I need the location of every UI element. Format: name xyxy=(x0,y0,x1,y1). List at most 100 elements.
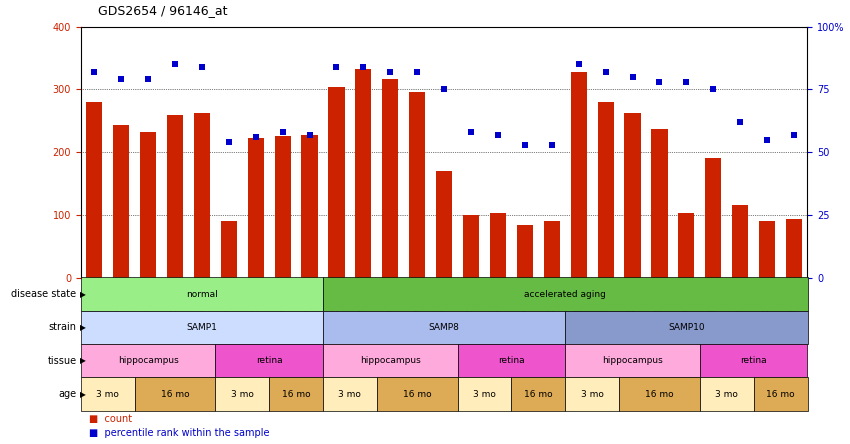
Point xyxy=(275,128,289,135)
Bar xyxy=(625,113,641,278)
Point xyxy=(653,78,666,85)
Point xyxy=(88,68,101,75)
Text: tissue: tissue xyxy=(48,356,76,366)
Text: 3 mo: 3 mo xyxy=(716,389,738,399)
Bar xyxy=(355,69,371,278)
Text: retina: retina xyxy=(498,356,524,365)
Bar xyxy=(463,215,479,278)
Bar xyxy=(302,135,318,278)
Bar xyxy=(81,311,323,344)
Text: ▶: ▶ xyxy=(80,356,86,365)
Point xyxy=(706,86,720,93)
Bar xyxy=(323,311,565,344)
Text: 16 mo: 16 mo xyxy=(766,389,795,399)
Bar xyxy=(598,102,614,278)
Bar xyxy=(786,219,802,278)
Bar xyxy=(544,221,560,278)
Bar xyxy=(328,87,344,278)
Point xyxy=(464,128,478,135)
Bar xyxy=(678,213,694,278)
Bar xyxy=(167,115,183,278)
Bar xyxy=(269,377,323,411)
Bar xyxy=(194,113,210,278)
Text: disease state: disease state xyxy=(11,289,76,299)
Bar xyxy=(86,102,102,278)
Text: strain: strain xyxy=(48,322,76,333)
Text: age: age xyxy=(59,389,76,399)
Point xyxy=(222,139,235,146)
Point xyxy=(383,68,397,75)
Bar xyxy=(759,221,775,278)
Point xyxy=(303,131,316,138)
Point xyxy=(679,78,693,85)
Bar xyxy=(377,377,457,411)
Text: ▶: ▶ xyxy=(80,289,86,299)
Bar xyxy=(517,226,533,278)
Text: hippocampus: hippocampus xyxy=(360,356,421,365)
Point xyxy=(114,76,128,83)
Bar xyxy=(651,130,667,278)
Point xyxy=(734,119,747,126)
Bar xyxy=(81,344,215,377)
Text: ▶: ▶ xyxy=(80,389,86,399)
Bar xyxy=(247,138,264,278)
Text: accelerated aging: accelerated aging xyxy=(524,289,606,299)
Bar xyxy=(140,132,156,278)
Text: GDS2654 / 96146_at: GDS2654 / 96146_at xyxy=(98,4,227,17)
Point xyxy=(545,141,558,148)
Text: 16 mo: 16 mo xyxy=(524,389,552,399)
Bar xyxy=(565,377,619,411)
Bar xyxy=(706,158,722,278)
Bar xyxy=(700,377,754,411)
Text: 3 mo: 3 mo xyxy=(96,389,119,399)
Point xyxy=(195,63,208,70)
Text: ■  percentile rank within the sample: ■ percentile rank within the sample xyxy=(89,428,269,438)
Bar xyxy=(113,125,129,278)
Text: 3 mo: 3 mo xyxy=(581,389,604,399)
Point xyxy=(411,68,424,75)
Bar xyxy=(323,278,808,311)
Bar xyxy=(323,344,457,377)
Bar xyxy=(275,136,291,278)
Text: normal: normal xyxy=(186,289,218,299)
Point xyxy=(518,141,531,148)
Text: SAMP10: SAMP10 xyxy=(668,323,705,332)
Bar xyxy=(409,92,425,278)
Point xyxy=(437,86,451,93)
Text: hippocampus: hippocampus xyxy=(117,356,178,365)
Bar xyxy=(215,344,323,377)
Bar xyxy=(490,213,506,278)
Text: ■  count: ■ count xyxy=(89,414,133,424)
Text: 3 mo: 3 mo xyxy=(338,389,361,399)
Text: SAMP1: SAMP1 xyxy=(186,323,218,332)
Text: 16 mo: 16 mo xyxy=(645,389,674,399)
Text: 16 mo: 16 mo xyxy=(403,389,432,399)
Bar xyxy=(619,377,700,411)
Point xyxy=(330,63,343,70)
Bar xyxy=(754,377,808,411)
Bar xyxy=(565,311,808,344)
Bar xyxy=(323,377,377,411)
Text: retina: retina xyxy=(740,356,767,365)
Point xyxy=(760,136,774,143)
Text: 16 mo: 16 mo xyxy=(161,389,190,399)
Bar xyxy=(81,377,134,411)
Bar xyxy=(134,377,215,411)
Bar xyxy=(221,221,237,278)
Text: retina: retina xyxy=(256,356,282,365)
Text: hippocampus: hippocampus xyxy=(602,356,663,365)
Point xyxy=(572,61,586,68)
Bar xyxy=(436,171,452,278)
Bar xyxy=(81,278,323,311)
Bar xyxy=(215,377,269,411)
Text: 3 mo: 3 mo xyxy=(473,389,496,399)
Text: 16 mo: 16 mo xyxy=(281,389,310,399)
Bar xyxy=(512,377,565,411)
Point xyxy=(356,63,370,70)
Point xyxy=(626,73,639,80)
Point xyxy=(491,131,505,138)
Bar xyxy=(457,377,512,411)
Bar xyxy=(700,344,808,377)
Bar xyxy=(732,205,748,278)
Bar xyxy=(570,72,586,278)
